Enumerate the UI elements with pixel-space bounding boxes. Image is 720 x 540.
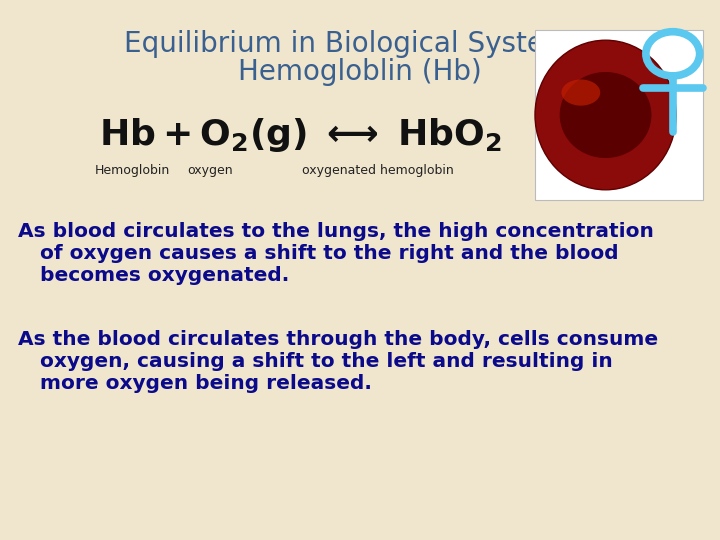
Text: Hemogloblin (Hb): Hemogloblin (Hb) bbox=[238, 58, 482, 86]
Ellipse shape bbox=[559, 72, 652, 158]
Text: more oxygen being released.: more oxygen being released. bbox=[40, 374, 372, 393]
Text: Hemoglobin: Hemoglobin bbox=[94, 164, 170, 177]
FancyBboxPatch shape bbox=[535, 30, 703, 200]
Text: $\mathbf{Hb + O_2(g)\ \longleftrightarrow\ HbO_2}$: $\mathbf{Hb + O_2(g)\ \longleftrightarro… bbox=[99, 116, 501, 154]
Text: oxygen, causing a shift to the left and resulting in: oxygen, causing a shift to the left and … bbox=[40, 352, 613, 371]
Text: As blood circulates to the lungs, the high concentration: As blood circulates to the lungs, the hi… bbox=[18, 222, 654, 241]
Ellipse shape bbox=[535, 40, 676, 190]
Text: oxygen: oxygen bbox=[187, 164, 233, 177]
Text: becomes oxygenated.: becomes oxygenated. bbox=[40, 266, 289, 285]
Text: oxygenated hemoglobin: oxygenated hemoglobin bbox=[302, 164, 454, 177]
Text: of oxygen causes a shift to the right and the blood: of oxygen causes a shift to the right an… bbox=[40, 244, 618, 263]
Ellipse shape bbox=[562, 79, 600, 106]
Text: As the blood circulates through the body, cells consume: As the blood circulates through the body… bbox=[18, 330, 658, 349]
Text: Equilibrium in Biological Systems-: Equilibrium in Biological Systems- bbox=[125, 30, 595, 58]
